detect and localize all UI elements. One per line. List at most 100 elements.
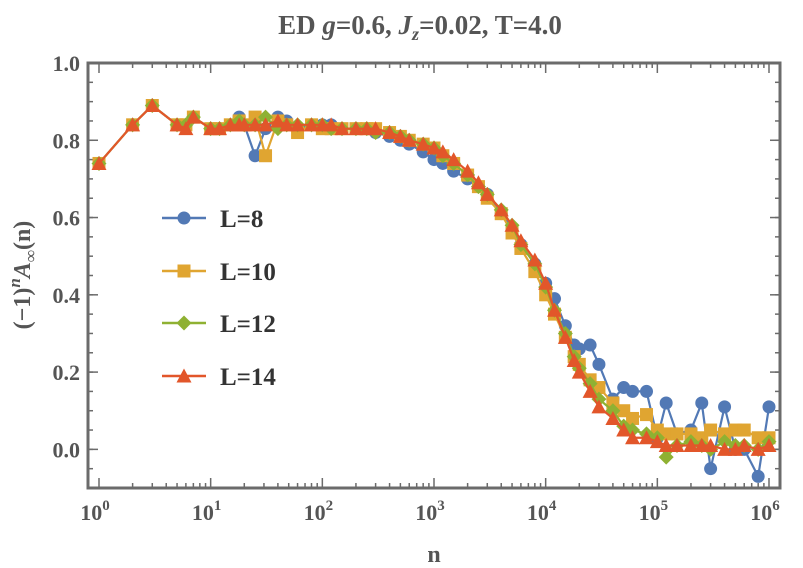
x-tick-label: 102 — [304, 498, 334, 525]
y-tick-label: 0.2 — [53, 360, 81, 385]
y-tick-labels: 0.0 0.2 0.4 0.6 0.8 1.0 — [53, 51, 81, 462]
data-point — [270, 121, 286, 137]
data-point — [248, 149, 262, 163]
data-point — [527, 252, 543, 267]
legend-swatch-marker — [177, 211, 191, 225]
data-point — [323, 117, 339, 132]
data-point — [538, 275, 554, 290]
x-tick-labels: 100 101 102 103 104 105 106 — [80, 498, 780, 525]
data-point — [761, 438, 777, 452]
y-axis-label: (−1)nA∞(n) — [5, 221, 40, 330]
data-point — [415, 136, 431, 151]
data-point — [504, 217, 520, 232]
y-tick-label: 0.6 — [53, 206, 81, 231]
data-point — [582, 383, 598, 398]
data-point — [435, 144, 451, 159]
x-tick-label: 105 — [639, 498, 669, 525]
data-point — [606, 396, 620, 410]
data-point — [625, 430, 641, 445]
data-point — [382, 125, 398, 140]
x-tick-label: 104 — [527, 498, 557, 525]
data-point — [762, 400, 776, 414]
data-point — [591, 399, 607, 414]
data-point — [736, 438, 752, 452]
y-tick-label: 1.0 — [53, 51, 81, 76]
data-point — [401, 132, 417, 147]
data-point — [669, 438, 685, 452]
data-point — [582, 376, 598, 392]
data-point — [695, 396, 709, 410]
data-point — [718, 400, 732, 414]
data-point — [737, 423, 751, 437]
data-point — [683, 438, 699, 452]
series-layer — [91, 98, 777, 483]
data-point — [605, 410, 621, 425]
data-point — [446, 152, 462, 167]
data-point — [717, 441, 733, 456]
x-tick-label: 106 — [750, 498, 780, 525]
data-point — [571, 364, 587, 379]
data-point — [670, 427, 684, 441]
data-point — [125, 117, 141, 132]
data-point — [718, 427, 732, 441]
data-point — [470, 175, 486, 190]
data-point — [247, 117, 263, 132]
x-tick-label: 100 — [80, 498, 110, 525]
legend-item: L=8 — [162, 206, 263, 233]
data-point — [236, 117, 252, 132]
legend-item: L=10 — [162, 259, 276, 286]
legend-label: L=10 — [220, 259, 276, 286]
data-point — [727, 441, 743, 456]
data-point — [348, 121, 364, 136]
data-point — [616, 422, 632, 437]
data-point — [684, 427, 698, 441]
legend-swatch-marker — [176, 315, 192, 331]
data-point — [649, 434, 665, 449]
data-point — [259, 149, 273, 163]
x-tick-label: 103 — [415, 498, 445, 525]
axis-ticks — [88, 62, 780, 489]
data-point — [751, 431, 765, 445]
data-point — [248, 110, 262, 124]
data-point — [639, 430, 655, 445]
data-point — [290, 117, 306, 132]
data-point — [144, 98, 160, 112]
data-point — [658, 449, 674, 465]
data-point — [392, 128, 408, 143]
series-l14 — [91, 98, 777, 456]
data-point — [426, 140, 442, 155]
y-tick-label: 0.0 — [53, 437, 81, 462]
data-point — [304, 117, 320, 132]
chart-title: ED g=0.6, Jz=0.02, T=4.0 — [278, 10, 562, 44]
data-point — [566, 353, 582, 367]
legend-label: L=14 — [220, 364, 276, 391]
legend-label: L=12 — [220, 311, 276, 338]
data-point — [750, 441, 766, 456]
data-point — [626, 384, 640, 398]
data-point — [493, 202, 509, 217]
x-axis-label: n — [427, 542, 440, 568]
data-point — [169, 117, 185, 132]
data-point — [178, 121, 194, 136]
data-point — [460, 163, 476, 178]
legend-item: L=12 — [162, 311, 276, 338]
legend-item: L=14 — [162, 364, 276, 391]
data-point — [640, 408, 654, 422]
data-point — [704, 462, 718, 476]
legend-label: L=8 — [220, 206, 263, 233]
data-point — [212, 121, 228, 136]
data-point — [270, 113, 286, 128]
data-point — [479, 186, 495, 201]
data-point — [659, 396, 673, 410]
data-point — [185, 109, 201, 124]
data-point — [258, 109, 274, 125]
data-point — [279, 117, 295, 132]
data-point — [368, 121, 384, 136]
legend-swatch-marker — [176, 368, 192, 383]
data-point — [91, 155, 107, 170]
data-point — [751, 469, 765, 483]
data-point — [703, 438, 719, 452]
data-point — [640, 384, 654, 398]
data-point — [513, 233, 529, 248]
